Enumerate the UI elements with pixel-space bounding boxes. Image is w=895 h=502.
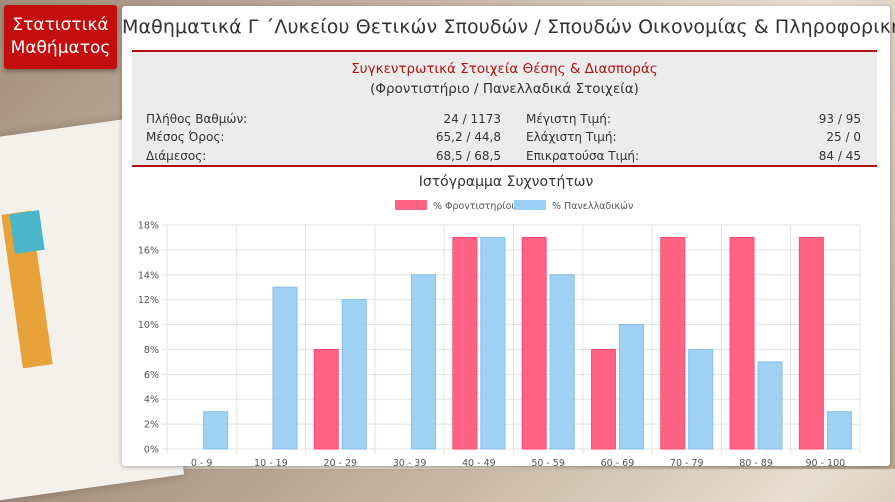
x-tick-label: 90 - 100 bbox=[805, 458, 845, 466]
stat-count: Πλήθος Βαθμών: 24 / 1173 bbox=[146, 110, 501, 128]
bar-national-4[interactable] bbox=[411, 274, 437, 450]
x-tick-label: 10 - 19 bbox=[254, 458, 288, 466]
chart-grid bbox=[162, 224, 861, 454]
x-tick-label: 50 - 59 bbox=[531, 458, 565, 466]
stat-mode: Επικρατούσα Τιμή: 84 / 45 bbox=[526, 147, 861, 165]
y-tick-label: 6% bbox=[144, 370, 159, 381]
bar-tutoring-3[interactable] bbox=[313, 348, 339, 450]
bar-tutoring-7[interactable] bbox=[590, 348, 616, 450]
bar-national-10[interactable] bbox=[826, 411, 852, 450]
course-stats-badge[interactable]: Στατιστικά Μαθήματος bbox=[4, 5, 117, 69]
x-tick-label: 40 - 49 bbox=[462, 458, 496, 466]
y-tick-label: 16% bbox=[138, 245, 159, 256]
chart-bars bbox=[203, 236, 852, 450]
bar-tutoring-6[interactable] bbox=[521, 236, 547, 450]
stat-label: Μέσος Όρος: bbox=[146, 130, 225, 144]
badge-line-1: Στατιστικά bbox=[12, 15, 109, 35]
stat-value: 68,5 / 68,5 bbox=[435, 149, 501, 163]
page-title: Μαθηματικά Γ ΄Λυκείου Θετικών Σπουδών / … bbox=[122, 16, 895, 38]
bar-national-8[interactable] bbox=[688, 348, 714, 450]
legend-swatch-1[interactable] bbox=[395, 200, 427, 210]
x-tick-label: 20 - 29 bbox=[323, 458, 357, 466]
stat-label: Πλήθος Βαθμών: bbox=[146, 112, 248, 126]
stats-subtitle: (Φροντιστήριο / Πανελλαδικά Στοιχεία) bbox=[370, 81, 639, 97]
stat-value: 65,2 / 44,8 bbox=[435, 130, 501, 144]
bar-tutoring-8[interactable] bbox=[660, 236, 686, 450]
stat-label: Μέγιστη Τιμή: bbox=[526, 112, 611, 126]
stat-label: Επικρατούσα Τιμή: bbox=[526, 149, 639, 163]
y-tick-label: 10% bbox=[138, 320, 159, 331]
y-tick-label: 4% bbox=[144, 395, 159, 406]
badge-line-2: Μαθήματος bbox=[10, 38, 111, 58]
y-tick-label: 8% bbox=[144, 345, 159, 356]
bar-national-9[interactable] bbox=[757, 361, 783, 450]
stats-title: Συγκεντρωτικά Στοιχεία Θέσης & Διασποράς bbox=[351, 61, 658, 77]
x-tick-label: 60 - 69 bbox=[601, 458, 635, 466]
bar-national-2[interactable] bbox=[272, 286, 298, 450]
stat-median: Διάμεσος: 68,5 / 68,5 bbox=[146, 147, 501, 165]
y-tick-label: 14% bbox=[138, 270, 159, 281]
stat-min: Ελάχιστη Τιμή: 25 / 0 bbox=[526, 128, 861, 146]
y-tick-label: 0% bbox=[144, 445, 159, 456]
background-bar bbox=[9, 210, 45, 254]
stat-value: 93 / 95 bbox=[818, 112, 861, 126]
stat-mean: Μέσος Όρος: 65,2 / 44,8 bbox=[146, 128, 501, 146]
bar-national-7[interactable] bbox=[618, 324, 644, 450]
histogram-chart: % Φροντιστηρίου % Πανελλαδικών 0% 2% 4% 6% 8%… bbox=[138, 200, 861, 467]
bar-national-1[interactable] bbox=[203, 411, 229, 450]
x-tick-label: 30 - 39 bbox=[393, 458, 427, 466]
stat-label: Διάμεσος: bbox=[146, 149, 207, 163]
y-tick-label: 18% bbox=[138, 221, 159, 232]
x-tick-label: 70 - 79 bbox=[670, 458, 704, 466]
x-tick-label: 0 - 9 bbox=[191, 458, 213, 466]
stat-value: 25 / 0 bbox=[826, 130, 861, 144]
stat-label: Ελάχιστη Τιμή: bbox=[526, 130, 617, 144]
stat-value: 84 / 45 bbox=[818, 149, 861, 163]
bar-tutoring-10[interactable] bbox=[798, 236, 824, 450]
x-tick-label: 80 - 89 bbox=[739, 458, 773, 466]
bar-tutoring-9[interactable] bbox=[729, 236, 755, 450]
stat-value: 24 / 1173 bbox=[443, 112, 501, 126]
bar-national-5[interactable] bbox=[480, 236, 506, 450]
bar-tutoring-5[interactable] bbox=[452, 236, 478, 450]
stat-max: Μέγιστη Τιμή: 93 / 95 bbox=[526, 110, 861, 128]
bar-national-6[interactable] bbox=[549, 274, 575, 450]
legend-swatch-2[interactable] bbox=[514, 200, 546, 210]
main-panel: Μαθηματικά Γ ΄Λυκείου Θετικών Σπουδών / … bbox=[122, 6, 895, 467]
chart-title: Ιστόγραμμα Συχνοτήτων bbox=[418, 174, 594, 190]
chart-axis-labels: 0% 2% 4% 6% 8% 10% 12% 14% 16% 18% 0 - 9 10 - 19 20 … bbox=[138, 221, 845, 467]
legend-label-2[interactable]: % Πανελλαδικών bbox=[552, 201, 633, 212]
bar-national-3[interactable] bbox=[341, 299, 367, 450]
y-tick-label: 2% bbox=[144, 420, 159, 431]
stats-box: Συγκεντρωτικά Στοιχεία Θέσης & Διασποράς… bbox=[132, 50, 877, 167]
legend-label-1[interactable]: % Φροντιστηρίου bbox=[433, 201, 517, 212]
y-tick-label: 12% bbox=[138, 295, 159, 306]
chart-legend[interactable]: % Φροντιστηρίου % Πανελλαδικών bbox=[395, 200, 633, 212]
